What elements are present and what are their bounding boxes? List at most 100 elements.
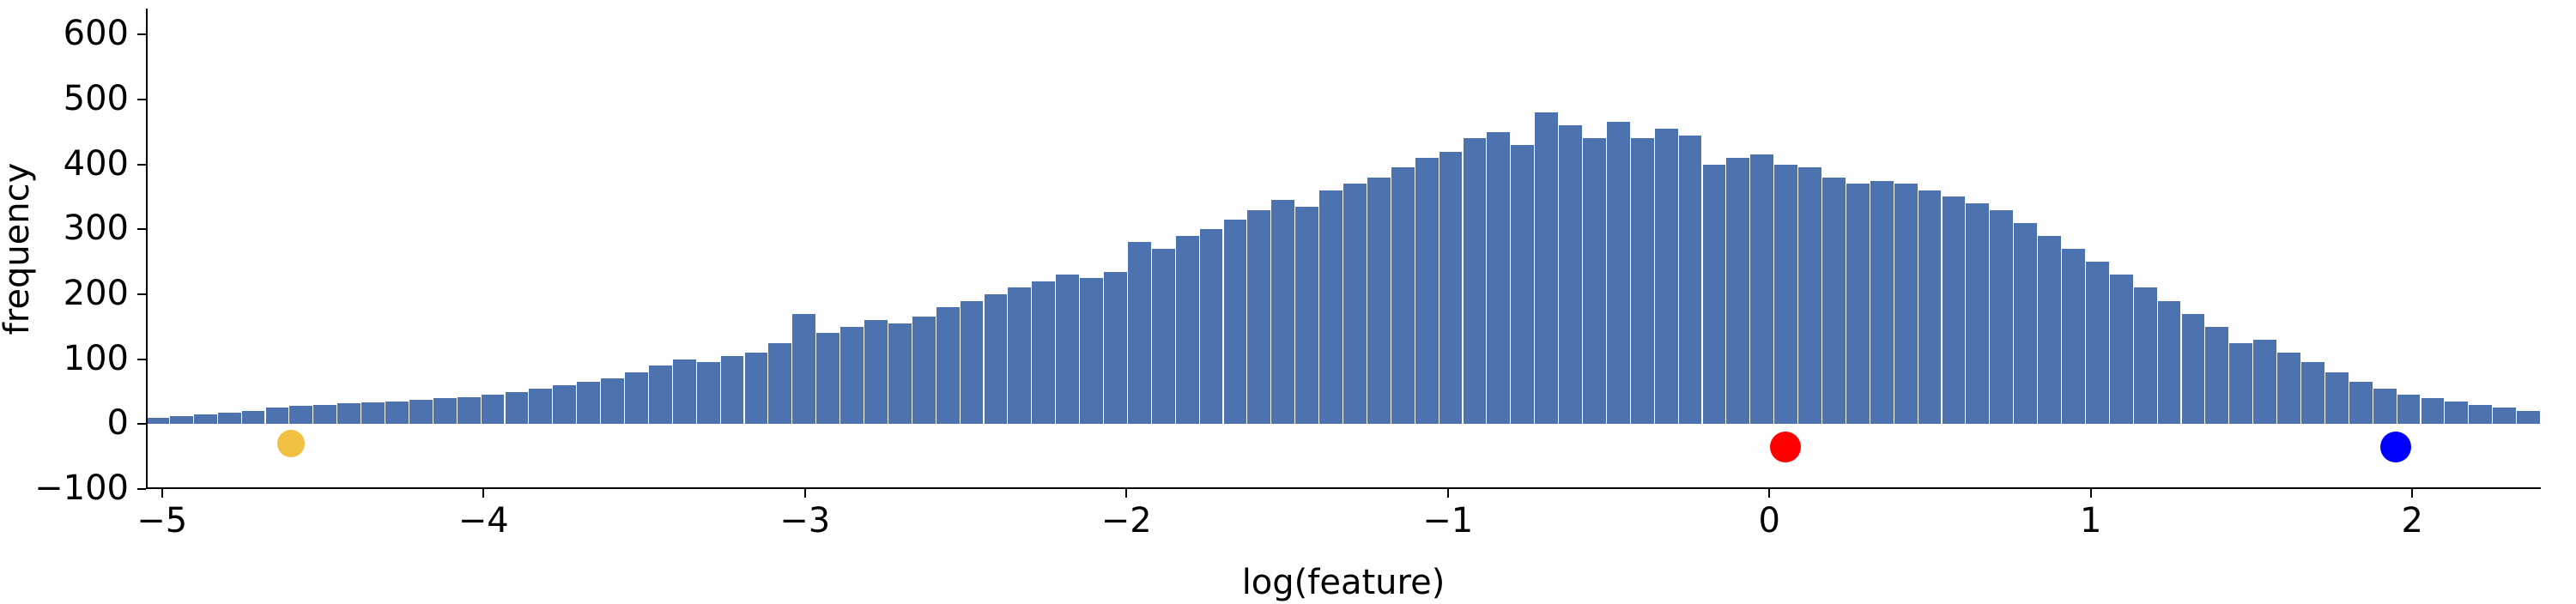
histogram-bar bbox=[1224, 220, 1247, 424]
y-tick bbox=[137, 488, 146, 490]
histogram-bar bbox=[170, 416, 193, 424]
y-axis-label: frequency bbox=[0, 163, 37, 335]
histogram-chart: frequency −1000100200300400500600−5−4−3−… bbox=[0, 0, 2576, 604]
plot-area: −1000100200300400500600−5−4−3−2−1012 bbox=[146, 9, 2541, 489]
y-tick bbox=[137, 164, 146, 166]
histogram-bar bbox=[361, 402, 385, 424]
y-tick-label: 0 bbox=[107, 403, 129, 443]
y-tick bbox=[137, 293, 146, 295]
x-tick bbox=[804, 489, 806, 498]
histogram-bar bbox=[1176, 236, 1199, 424]
histogram-bar bbox=[1966, 203, 1989, 424]
histogram-bar bbox=[242, 411, 265, 424]
histogram-bar bbox=[1367, 178, 1391, 425]
histogram-bar bbox=[1295, 207, 1318, 425]
histogram-bar bbox=[2086, 262, 2109, 424]
histogram-bar bbox=[1200, 229, 1223, 424]
histogram-bar bbox=[2373, 389, 2397, 425]
histogram-bar bbox=[1655, 129, 1678, 424]
x-tick bbox=[2411, 489, 2413, 498]
histogram-bar bbox=[146, 418, 169, 425]
histogram-bar bbox=[1894, 184, 1918, 424]
histogram-bar bbox=[1464, 138, 1487, 424]
histogram-bar bbox=[1128, 242, 1151, 424]
x-tick-label: −2 bbox=[1101, 501, 1152, 541]
histogram-bar bbox=[1750, 154, 1773, 424]
histogram-bar bbox=[577, 382, 600, 424]
histogram-bar bbox=[2182, 314, 2205, 425]
histogram-bar bbox=[1726, 158, 1749, 424]
y-tick-label: 200 bbox=[64, 274, 129, 313]
histogram-bar bbox=[1535, 112, 1558, 424]
histogram-bar bbox=[2014, 223, 2037, 425]
histogram-bar bbox=[1391, 167, 1415, 424]
histogram-bar bbox=[1032, 281, 1055, 424]
histogram-bar bbox=[1798, 167, 1821, 424]
histogram-bar bbox=[409, 400, 433, 425]
histogram-bar bbox=[194, 414, 217, 424]
x-tick-label: 1 bbox=[2080, 501, 2101, 541]
histogram-bar bbox=[1080, 278, 1103, 424]
histogram-bar bbox=[2301, 362, 2324, 424]
histogram-bar bbox=[2469, 405, 2492, 425]
histogram-bar bbox=[2229, 343, 2252, 425]
x-tick-label: −1 bbox=[1422, 501, 1473, 541]
histogram-bar bbox=[864, 320, 888, 424]
histogram-bar bbox=[2493, 408, 2516, 424]
x-tick bbox=[161, 489, 163, 498]
histogram-bar bbox=[2325, 372, 2349, 425]
histogram-bar bbox=[2062, 249, 2085, 424]
y-tick bbox=[137, 228, 146, 230]
x-tick bbox=[1768, 489, 1770, 498]
histogram-bar bbox=[1271, 200, 1294, 424]
histogram-bar bbox=[1104, 272, 1127, 425]
y-tick bbox=[137, 99, 146, 100]
histogram-bar bbox=[1152, 249, 1175, 424]
x-tick bbox=[1125, 489, 1127, 498]
histogram-bar bbox=[458, 397, 481, 425]
histogram-bar bbox=[2110, 275, 2133, 424]
histogram-bar bbox=[961, 301, 984, 425]
histogram-bar bbox=[792, 314, 815, 425]
x-axis-spine bbox=[146, 487, 2541, 489]
y-tick bbox=[137, 359, 146, 360]
histogram-bar bbox=[2253, 340, 2276, 424]
histogram-bar bbox=[721, 356, 744, 424]
histogram-bar bbox=[1918, 190, 1942, 424]
histogram-bar bbox=[2277, 353, 2300, 424]
histogram-bar bbox=[2421, 398, 2445, 424]
y-tick-label: 100 bbox=[64, 339, 129, 378]
histogram-bar bbox=[289, 406, 312, 424]
x-tick bbox=[2090, 489, 2092, 498]
histogram-bar bbox=[816, 333, 839, 424]
x-tick-label: −3 bbox=[779, 501, 830, 541]
y-tick-label: 300 bbox=[64, 208, 129, 248]
histogram-bar bbox=[985, 294, 1008, 424]
histogram-bar bbox=[840, 327, 864, 425]
x-tick bbox=[1447, 489, 1449, 498]
histogram-bar bbox=[1487, 132, 1510, 425]
histogram-bar bbox=[1679, 136, 1702, 425]
histogram-bar bbox=[1583, 138, 1606, 424]
histogram-bar bbox=[337, 403, 361, 424]
histogram-bar bbox=[1056, 275, 1079, 424]
x-tick-label: 2 bbox=[2401, 501, 2422, 541]
histogram-bar bbox=[506, 392, 529, 425]
histogram-bar bbox=[529, 389, 552, 425]
histogram-bar bbox=[1319, 190, 1343, 424]
histogram-bar bbox=[1559, 125, 1582, 424]
histogram-bar bbox=[2445, 402, 2468, 424]
histogram-bar bbox=[2517, 411, 2540, 424]
histogram-bar bbox=[1631, 138, 1654, 424]
histogram-bar bbox=[768, 343, 791, 425]
blue-marker bbox=[2380, 432, 2411, 462]
histogram-bar bbox=[1990, 210, 2013, 425]
x-tick-label: −4 bbox=[458, 501, 509, 541]
histogram-bar bbox=[1846, 184, 1870, 424]
histogram-bar bbox=[745, 353, 768, 424]
histogram-bar bbox=[1870, 181, 1894, 425]
histogram-bar bbox=[936, 307, 960, 424]
histogram-bar bbox=[266, 408, 289, 424]
y-tick-label: 400 bbox=[64, 144, 129, 184]
histogram-bar bbox=[1607, 122, 1630, 424]
